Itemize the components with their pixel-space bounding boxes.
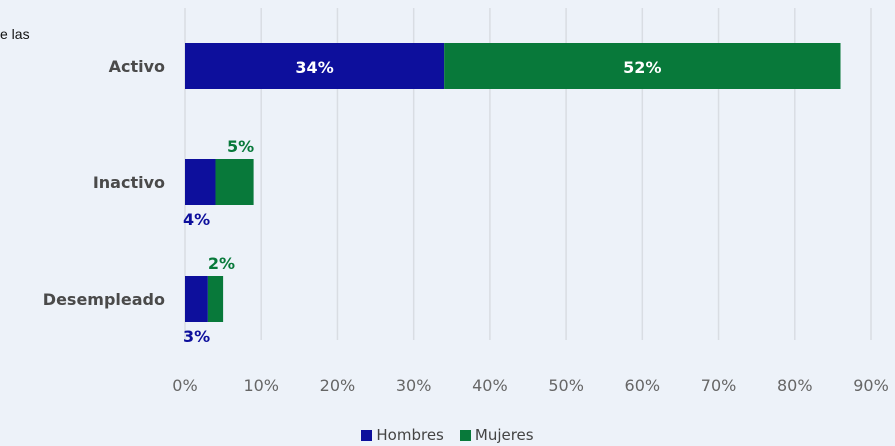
x-tick-label-5: 50% [548,376,584,395]
truncated-title-fragment: e las [0,26,30,42]
legend-item-hombres: Hombres [361,426,444,444]
data-label-hombres-2: 3% [183,327,210,346]
data-label-mujeres-0: 52% [623,58,661,77]
x-tick-label-1: 10% [243,376,279,395]
bar-hombres-1 [185,159,216,205]
bar-mujeres-1 [215,159,254,205]
bar-mujeres-0 [444,43,841,89]
category-label-1: Inactivo [93,173,165,192]
legend-item-mujeres: Mujeres [459,426,534,444]
legend-label-mujeres: Mujeres [474,426,534,444]
x-tick-label-6: 60% [625,376,661,395]
x-tick-label-4: 40% [472,376,508,395]
bar-hombres-2 [185,276,208,322]
x-tick-label-9: 90% [853,376,889,395]
bar-mujeres-2 [207,276,224,322]
legend: Hombres Mujeres [0,426,895,444]
x-tick-label-7: 70% [701,376,737,395]
x-tick-label-8: 80% [777,376,813,395]
data-label-mujeres-2: 2% [208,254,235,273]
category-label-0: Activo [109,57,165,76]
data-label-hombres-1: 4% [183,210,210,229]
bar-hombres-0 [185,43,445,89]
category-label-2: Desempleado [43,290,165,309]
legend-label-hombres: Hombres [376,426,444,444]
x-tick-label-0: 0% [172,376,197,395]
data-label-mujeres-1: 5% [227,137,254,156]
x-tick-label-2: 20% [320,376,356,395]
x-tick-label-3: 30% [396,376,432,395]
legend-swatch-mujeres [459,429,471,441]
legend-swatch-hombres [361,429,373,441]
data-label-hombres-0: 34% [295,58,333,77]
